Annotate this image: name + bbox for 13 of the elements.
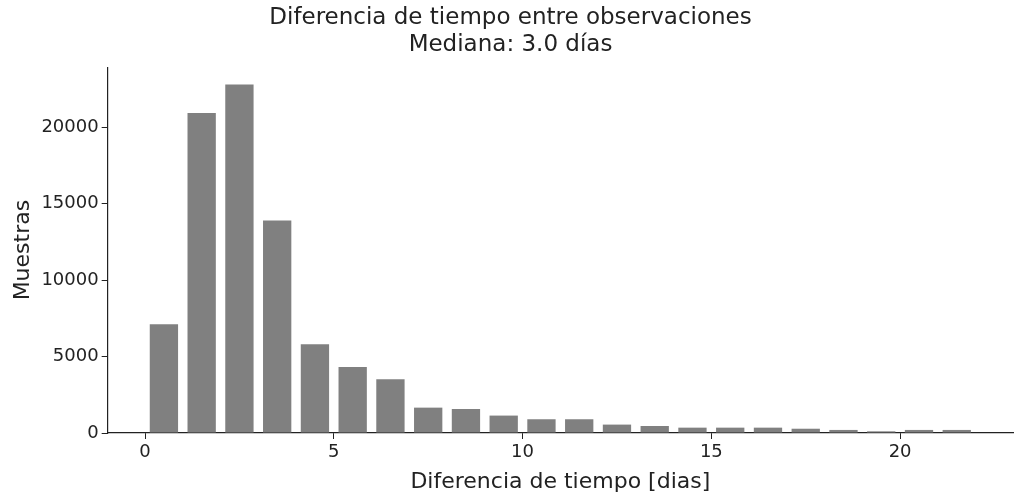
x-axis-title: Diferencia de tiempo [dias] [410, 467, 711, 493]
x-tick-label: 5 [328, 440, 340, 462]
y-tick-label: 5000 [52, 344, 99, 366]
y-axis-title: Muestras [8, 199, 34, 301]
x-tick-label: 15 [699, 440, 723, 462]
y-tick-label: 15000 [41, 191, 99, 213]
chart-title: Diferencia de tiempo entre observaciones Mediana: 3.0 días [269, 2, 752, 57]
x-tick-label: 0 [139, 440, 151, 462]
x-tick-label: 20 [888, 440, 912, 462]
y-tick-label: 10000 [41, 267, 99, 289]
y-tick-label: 20000 [41, 115, 99, 137]
x-tick-label: 10 [511, 440, 535, 462]
y-tick-label: 0 [87, 420, 99, 442]
